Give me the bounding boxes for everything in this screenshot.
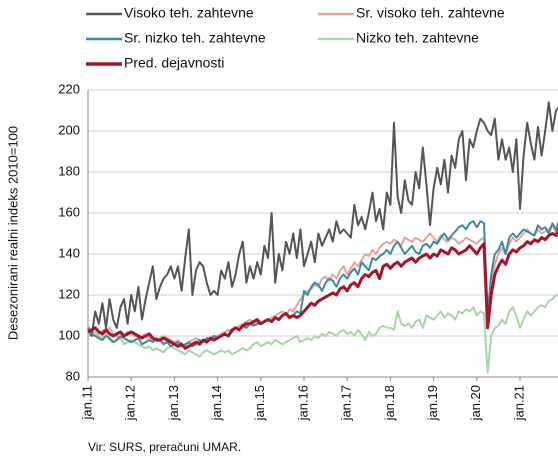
x-tick-label: jan.21 [511, 385, 526, 421]
x-tick-label: jan.20 [468, 385, 483, 421]
y-tick-label: 80 [66, 368, 80, 383]
x-tick-label: jan.13 [166, 385, 181, 421]
source-note: Vir: SURS, preračuni UMAR. [88, 440, 241, 454]
legend-label: Pred. dejavnosti [124, 55, 224, 71]
series-line [87, 227, 558, 350]
x-tick-label: jan.15 [252, 385, 267, 421]
x-tick-label: jan.11 [79, 385, 94, 420]
y-tick-label: 100 [58, 327, 80, 342]
legend-label: Sr. nizko teh. zahtevne [124, 30, 266, 46]
x-tick-label: jan.16 [295, 385, 310, 421]
y-tick-label: 120 [58, 286, 80, 301]
y-tick-label: 160 [58, 204, 80, 219]
y-tick-label: 200 [58, 122, 80, 137]
x-tick-label: jan.17 [339, 385, 354, 421]
y-axis-label: Desezonirani realni indeks 2010=100 [5, 126, 20, 340]
series-line [87, 294, 558, 374]
y-tick-label: 220 [58, 81, 80, 96]
series-line [87, 220, 558, 348]
legend-label: Sr. visoko teh. zahtevne [356, 5, 505, 21]
x-tick-label: jan.19 [425, 385, 440, 421]
series-line [87, 101, 558, 337]
x-tick-label: jan.12 [123, 385, 138, 421]
y-tick-label: 140 [58, 245, 80, 260]
series-line [87, 224, 558, 348]
legend-label: Visoko teh. zahtevne [124, 5, 254, 21]
legend-label: Nizko teh. zahtevne [356, 30, 479, 46]
y-tick-label: 180 [58, 163, 80, 178]
x-tick-label: jan.18 [382, 385, 397, 421]
x-tick-label: jan.14 [209, 385, 224, 421]
